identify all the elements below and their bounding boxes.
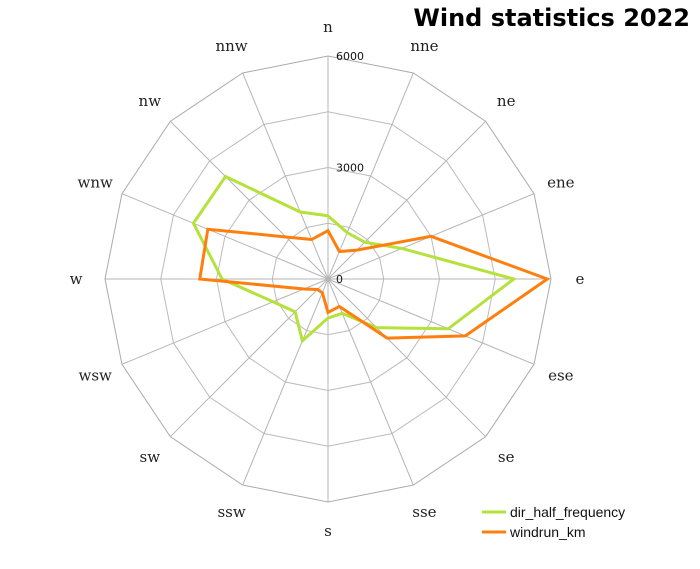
legend: dir_half_frequency windrun_km: [482, 504, 625, 540]
direction-label-wsw: wsw: [78, 366, 112, 384]
direction-label-nne: nne: [410, 37, 438, 55]
spoke-sse: [327, 278, 414, 486]
spoke-nw: [169, 120, 329, 280]
spoke-se: [327, 278, 487, 438]
spoke-ssw: [242, 278, 329, 486]
direction-label-ene: ene: [547, 174, 575, 192]
tick-labels: 0 3000 6000: [336, 50, 364, 286]
direction-label-e: e: [576, 270, 585, 288]
series-line-dir_half_frequency: [191, 174, 518, 344]
radar-axes: [105, 56, 551, 502]
series-line-windrun_km: [198, 227, 551, 340]
direction-label-n: n: [323, 18, 333, 36]
legend-label-dir_half_frequency: dir_half_frequency: [510, 504, 625, 520]
direction-label-s: s: [324, 522, 332, 540]
direction-label-nw: nw: [139, 92, 162, 110]
direction-label-se: se: [498, 448, 515, 466]
series-lines: [191, 174, 551, 344]
spoke-nnw: [242, 72, 329, 280]
spoke-wsw: [121, 278, 329, 365]
spoke-wnw: [121, 193, 329, 280]
direction-labels: n nne ne ene e ese se sse s ssw sw wsw w wnw nw nnw: [70, 18, 585, 540]
spoke-ese: [327, 278, 535, 365]
direction-label-ne: ne: [497, 92, 516, 110]
direction-label-ssw: ssw: [217, 503, 245, 521]
chart-title: Wind statistics 2022: [413, 4, 690, 32]
tick-label-6000: 6000: [336, 50, 364, 63]
direction-label-sse: sse: [412, 503, 436, 521]
direction-label-sw: sw: [140, 448, 161, 466]
direction-label-wnw: wnw: [78, 174, 114, 192]
tick-label-3000: 3000: [336, 162, 364, 175]
spoke-ne: [327, 120, 487, 280]
spoke-nne: [327, 72, 414, 280]
legend-label-windrun_km: windrun_km: [509, 524, 585, 540]
tick-label-0: 0: [336, 273, 343, 286]
spoke-sw: [169, 278, 329, 438]
direction-label-w: w: [70, 270, 83, 288]
direction-label-nnw: nnw: [215, 37, 247, 55]
direction-label-ese: ese: [548, 366, 574, 384]
